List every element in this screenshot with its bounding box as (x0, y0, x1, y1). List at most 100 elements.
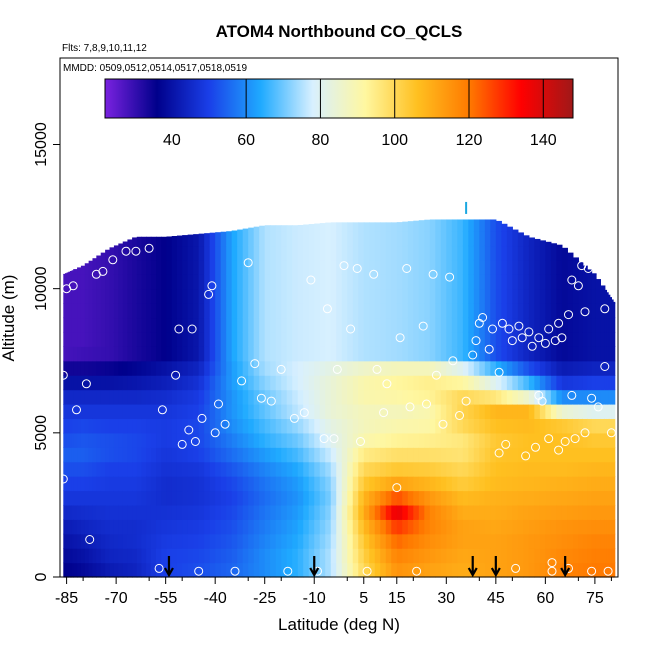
heatmap-cell (424, 346, 431, 362)
heatmap-cell (396, 317, 403, 333)
heatmap-cell (275, 317, 282, 333)
heatmap-cell (68, 404, 71, 420)
heatmap-cell (506, 476, 513, 492)
heatmap-cell (308, 389, 315, 405)
heatmap-cell (385, 461, 392, 477)
heatmap-cell (572, 504, 579, 520)
heatmap-cell (292, 346, 299, 362)
heatmap-cell (418, 504, 425, 520)
heatmap-cell (237, 490, 244, 506)
heatmap-cell (374, 274, 381, 290)
heatmap-cell (132, 245, 138, 261)
heatmap-cell (413, 389, 420, 405)
heatmap-cell (424, 519, 431, 535)
heatmap-cell (80, 548, 86, 564)
heatmap-cell (380, 317, 387, 333)
heatmap-cell (136, 447, 143, 463)
heatmap-cell (63, 548, 66, 564)
heatmap-cell (506, 346, 513, 362)
heatmap-cell (561, 303, 568, 319)
heatmap-cell (193, 245, 200, 261)
heatmap-cell (528, 389, 535, 405)
heatmap-cell (69, 432, 73, 448)
heatmap-cell (561, 360, 568, 376)
heatmap-cell (226, 490, 233, 506)
heatmap-cell (369, 331, 376, 347)
heatmap-cell (606, 432, 609, 448)
heatmap-cell (523, 346, 530, 362)
heatmap-cell (613, 461, 616, 477)
heatmap-cell (204, 533, 211, 549)
heatmap-cell (413, 274, 420, 290)
heatmap-cell (600, 533, 606, 549)
heatmap-cell (73, 389, 78, 405)
observation-point (184, 425, 194, 435)
observation-point (567, 390, 577, 400)
heatmap-cell (303, 274, 310, 290)
heatmap-cell (490, 331, 497, 347)
heatmap-cell (413, 476, 420, 492)
heatmap-cell (248, 360, 255, 376)
heatmap-cell (80, 375, 86, 391)
heatmap-cell (451, 432, 458, 448)
heatmap-cell (501, 519, 508, 535)
x-tick-label: -40 (204, 590, 227, 607)
heatmap-cell (248, 562, 255, 578)
heatmap-cell (352, 389, 359, 405)
heatmap-cell (166, 346, 173, 362)
heatmap-cell (336, 562, 343, 578)
heatmap-cell (528, 404, 535, 420)
heatmap-cell (308, 231, 315, 247)
heatmap-cell (270, 346, 277, 362)
heatmap-cell (517, 360, 524, 376)
heatmap-cell (109, 247, 115, 261)
heatmap-cell (609, 346, 612, 362)
heatmap-cell (237, 231, 244, 247)
heatmap-cell (166, 317, 173, 333)
heatmap-cell (100, 288, 106, 304)
heatmap-field (63, 219, 616, 578)
observation-point (214, 399, 223, 409)
heatmap-cell (176, 533, 183, 549)
heatmap-cell (440, 504, 447, 520)
heatmap-cell (220, 519, 227, 535)
heatmap-cell (604, 533, 608, 549)
observation-point (72, 405, 81, 415)
heatmap-cell (587, 447, 593, 463)
heatmap-cell (297, 224, 304, 232)
heatmap-cell (358, 389, 365, 405)
heatmap-cell (545, 288, 552, 304)
heatmap-cell (182, 245, 189, 261)
heatmap-cell (457, 259, 464, 275)
heatmap-cell (127, 404, 133, 420)
heatmap-cell (462, 346, 469, 362)
heatmap-cell (501, 533, 508, 549)
heatmap-cell (473, 274, 480, 290)
heatmap-cell (534, 476, 541, 492)
heatmap-cell (495, 231, 502, 247)
heatmap-cell (534, 548, 541, 564)
heatmap-cell (63, 274, 66, 290)
heatmap-cell (166, 418, 173, 434)
heatmap-cell (231, 231, 238, 247)
heatmap-cell (64, 432, 68, 448)
heatmap-cell (231, 461, 238, 477)
heatmap-cell (231, 375, 238, 391)
heatmap-cell (71, 288, 74, 304)
heatmap-cell (512, 303, 519, 319)
heatmap-cell (429, 331, 436, 347)
heatmap-cell (369, 274, 376, 290)
heatmap-cell (171, 404, 178, 420)
heatmap-cell (609, 461, 612, 477)
heatmap-cell (517, 288, 524, 304)
heatmap-cell (591, 274, 597, 290)
heatmap-cell (534, 303, 541, 319)
heatmap-cell (567, 252, 574, 261)
heatmap-cell (604, 519, 608, 535)
heatmap-cell (418, 375, 425, 391)
heatmap-cell (407, 346, 414, 362)
heatmap-cell (582, 274, 588, 290)
heatmap-cell (69, 519, 73, 535)
heatmap-cell (556, 389, 563, 405)
heatmap-cell (347, 404, 354, 420)
